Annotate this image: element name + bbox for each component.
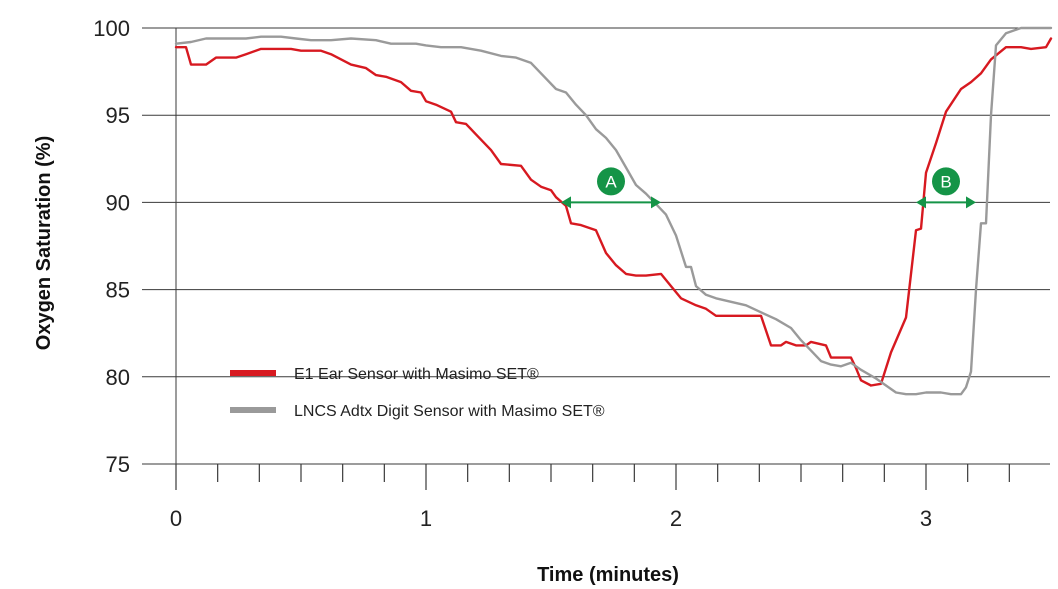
annotation-marker-circle — [932, 167, 960, 196]
axes: 75 80 85 90 95 100 0 1 2 3 — [93, 16, 1010, 531]
y-axis-title: Oxygen Saturation (%) — [33, 136, 55, 350]
series-line-digit-sensor — [174, 26, 1053, 396]
x-tick-label: 0 — [170, 506, 182, 531]
annotation-marker-label: B — [940, 172, 951, 191]
x-tick-label: 1 — [420, 506, 432, 531]
y-tick-label: 85 — [106, 278, 130, 303]
y-tick-label: 90 — [106, 190, 130, 215]
legend-label: LNCS Adtx Digit Sensor with Masimo SET® — [294, 403, 605, 420]
legend-label: E1 Ear Sensor with Masimo SET® — [294, 366, 539, 383]
annotation-marker-label: A — [605, 172, 617, 191]
y-tick-label: 75 — [106, 452, 130, 477]
x-tick-label: 3 — [920, 506, 932, 531]
annotation-arrow-head-left — [561, 196, 571, 209]
legend: E1 Ear Sensor with Masimo SET® LNCS Adtx … — [230, 366, 605, 420]
data-series — [174, 26, 1053, 396]
y-gridlines — [142, 27, 1050, 465]
series-line-ear-sensor — [174, 37, 1053, 387]
y-tick-label: 100 — [93, 16, 130, 41]
x-axis-title: Time (minutes) — [537, 564, 679, 586]
annotation-arrow-head-left — [916, 196, 926, 209]
y-tick-label: 80 — [106, 365, 130, 390]
annotation-marker-circle — [597, 167, 625, 196]
annotation-arrow-head-right — [651, 196, 661, 209]
annotation-arrow-head-right — [966, 196, 976, 209]
x-tick-label: 2 — [670, 506, 682, 531]
y-tick-label: 95 — [106, 103, 130, 128]
